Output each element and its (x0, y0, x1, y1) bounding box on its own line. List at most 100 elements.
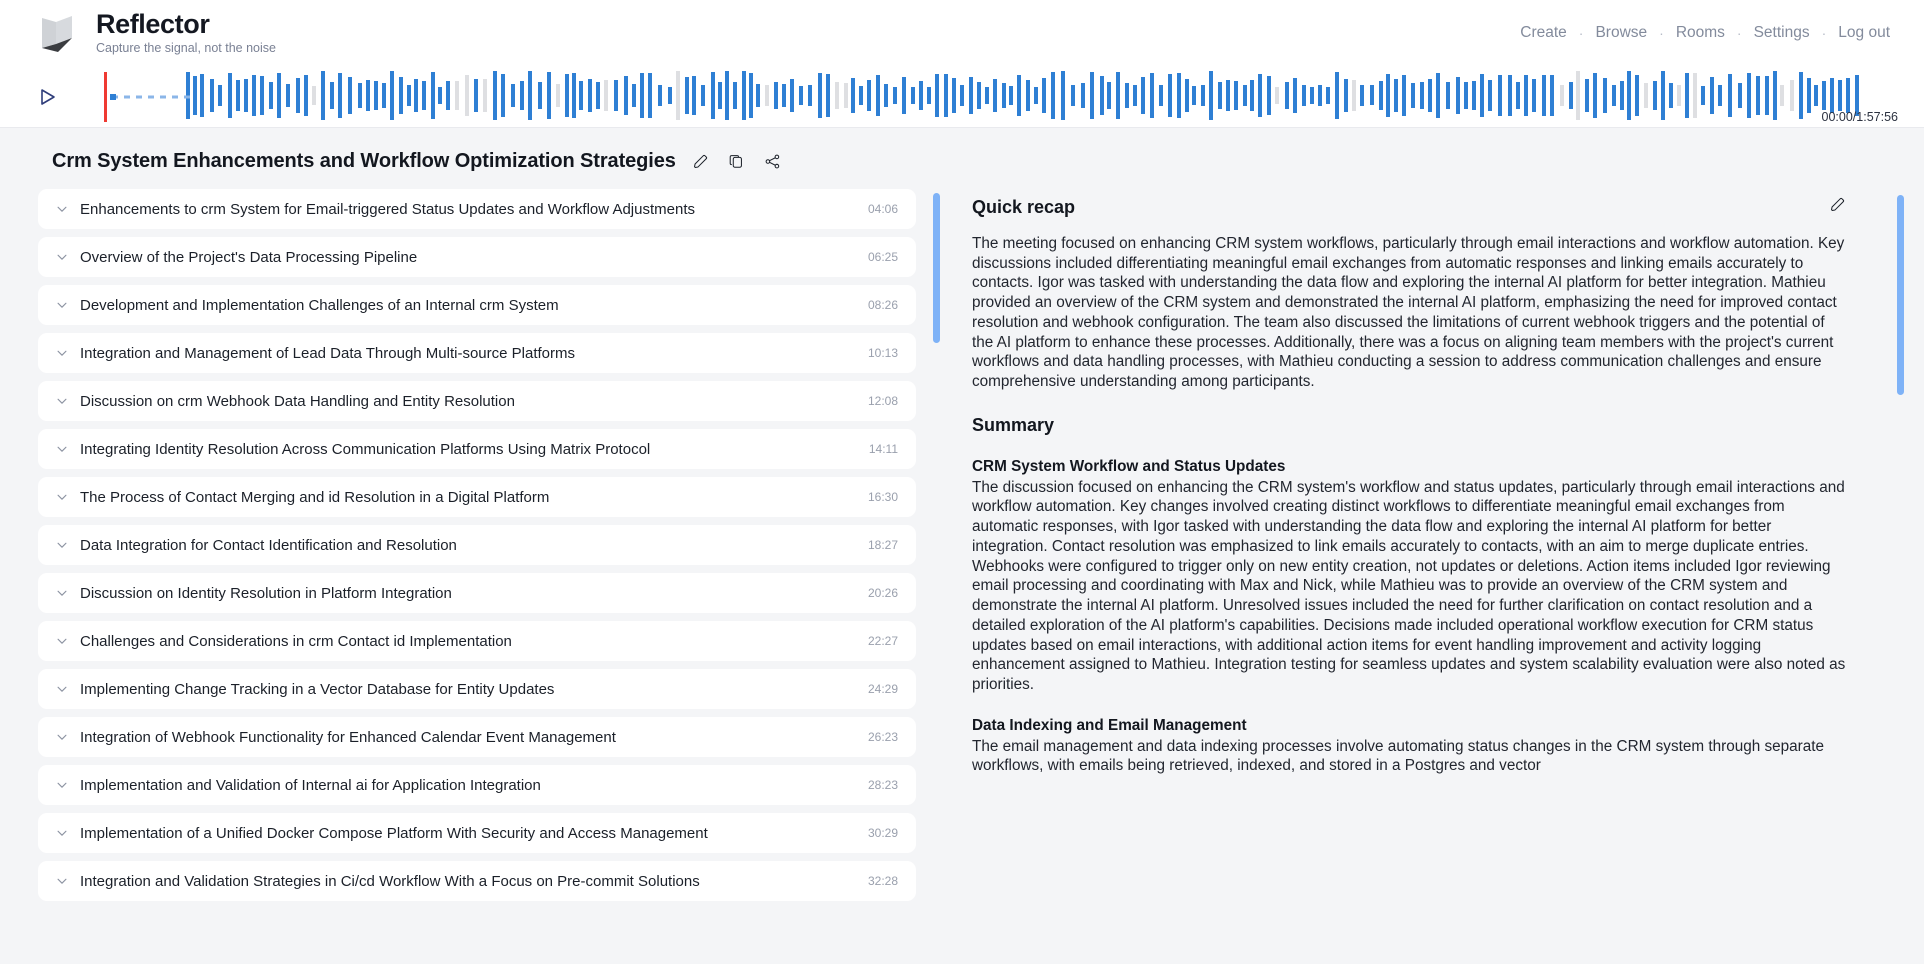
chevron-down-icon[interactable] (52, 295, 72, 315)
waveform-bar (960, 84, 964, 107)
chapter-list-scrollbar[interactable] (933, 193, 940, 955)
waveform-bar (1780, 84, 1784, 107)
chevron-down-icon[interactable] (52, 535, 72, 555)
waveform-bars[interactable] (74, 68, 1912, 126)
chapter-row[interactable]: Integration and Management of Lead Data … (38, 333, 916, 373)
chapter-row[interactable]: Enhancements to crm System for Email-tri… (38, 189, 916, 229)
chapter-timestamp: 16:30 (867, 490, 898, 504)
waveform-bar (1838, 80, 1842, 111)
chapter-list[interactable]: Enhancements to crm System for Email-tri… (38, 189, 924, 959)
waveform-bar (1855, 74, 1859, 117)
chapter-title: Implementation of a Unified Docker Compo… (80, 824, 708, 842)
chapter-row[interactable]: Integration of Webhook Functionality for… (38, 717, 916, 757)
waveform-bar (1569, 82, 1573, 109)
chapter-timestamp: 24:29 (867, 682, 898, 696)
chevron-down-icon[interactable] (52, 391, 72, 411)
summary-section-body: The discussion focused on enhancing the … (972, 478, 1846, 693)
waveform-bar (614, 79, 618, 112)
waveform-bar (528, 70, 532, 121)
waveform-bar (312, 85, 316, 106)
waveform-bar (252, 74, 256, 116)
summary-section-body: The email management and data indexing p… (972, 737, 1825, 775)
nav-rooms[interactable]: Rooms (1675, 24, 1725, 41)
chapter-row[interactable]: Implementation and Validation of Interna… (38, 765, 916, 805)
waveform-bar (1807, 77, 1811, 114)
chapter-title: Enhancements to crm System for Email-tri… (80, 200, 695, 218)
main-nav: Create · Browse · Rooms · Settings · Log… (1510, 24, 1900, 42)
chevron-down-icon[interactable] (52, 631, 72, 651)
chapter-timestamp: 12:08 (867, 394, 898, 408)
waveform-bar (1125, 82, 1129, 109)
chevron-down-icon[interactable] (52, 679, 72, 699)
quick-recap-body: The meeting focused on enhancing CRM sys… (972, 235, 1845, 391)
play-triangle-icon[interactable] (34, 84, 60, 110)
chapter-row[interactable]: The Process of Contact Merging and id Re… (38, 477, 916, 517)
summary-section-heading: CRM System Workflow and Status Updates (972, 457, 1286, 475)
waveform-bar (1335, 72, 1339, 119)
chevron-down-icon[interactable] (52, 727, 72, 747)
waveform-bar (1017, 74, 1021, 117)
chevron-down-icon[interactable] (52, 343, 72, 363)
chapter-row[interactable]: Discussion on crm Webhook Data Handling … (38, 381, 916, 421)
waveform-bar (774, 82, 778, 109)
nav-create[interactable]: Create (1520, 24, 1567, 41)
copy-button[interactable] (726, 151, 748, 173)
waveform-bar (422, 80, 426, 111)
waveform-bar (935, 74, 939, 117)
chapter-title: The Process of Contact Merging and id Re… (80, 488, 550, 506)
chevron-down-icon[interactable] (52, 583, 72, 603)
waveform-bar (556, 83, 560, 108)
nav-settings[interactable]: Settings (1753, 24, 1810, 41)
chevron-down-icon[interactable] (52, 823, 72, 843)
quick-recap-heading: Quick recap (972, 197, 1076, 217)
chevron-down-icon[interactable] (52, 439, 72, 459)
waveform-bar (330, 81, 334, 110)
share-button[interactable] (762, 151, 784, 173)
chapter-timestamp: 14:11 (868, 442, 898, 456)
chapter-row[interactable]: Data Integration for Contact Identificat… (38, 525, 916, 565)
waveform-bar (1799, 72, 1803, 119)
playhead[interactable] (104, 71, 107, 122)
chapter-row[interactable]: Integrating Identity Resolution Across C… (38, 429, 916, 469)
waveform-bar (200, 73, 204, 118)
waveform-bar (944, 73, 948, 118)
waveform-bar (1585, 79, 1589, 112)
summary-scroll-thumb[interactable] (1897, 195, 1904, 395)
waveform-bar (911, 86, 915, 105)
chevron-down-icon[interactable] (52, 199, 72, 219)
waveform[interactable]: 00:00/1:57:56 (74, 68, 1912, 126)
chapter-row[interactable]: Implementation of a Unified Docker Compo… (38, 813, 916, 853)
waveform-bar (1051, 72, 1055, 119)
waveform-bar (547, 72, 551, 119)
waveform-bar (1560, 85, 1564, 106)
waveform-bar (733, 81, 737, 110)
waveform-bar (844, 83, 848, 108)
waveform-bar (1516, 81, 1520, 110)
chapter-row[interactable]: Overview of the Project's Data Processin… (38, 237, 916, 277)
waveform-bar (588, 79, 592, 112)
nav-logout[interactable]: Log out (1838, 24, 1890, 41)
brand-title: Reflector (96, 8, 210, 39)
chapter-title: Discussion on Identity Resolution in Pla… (80, 584, 452, 602)
chapter-row[interactable]: Challenges and Considerations in crm Con… (38, 621, 916, 661)
chevron-down-icon[interactable] (52, 487, 72, 507)
edit-summary-button[interactable] (1826, 193, 1848, 215)
chapter-list-scroll-thumb[interactable] (933, 193, 940, 343)
chapter-row[interactable]: Discussion on Identity Resolution in Pla… (38, 573, 916, 613)
waveform-bar (296, 77, 300, 114)
edit-title-button[interactable] (690, 151, 712, 173)
waveform-bar (640, 73, 644, 118)
chapter-row[interactable]: Implementing Change Tracking in a Vector… (38, 669, 916, 709)
chapter-row[interactable]: Development and Implementation Challenge… (38, 285, 916, 325)
waveform-bar (1701, 86, 1705, 105)
waveform-bar (1061, 71, 1065, 120)
waveform-bar (1285, 82, 1289, 109)
chapter-row[interactable]: Integration and Validation Strategies in… (38, 861, 916, 901)
audio-player[interactable]: 00:00/1:57:56 (0, 66, 1924, 128)
waveform-bar (927, 87, 931, 104)
waveform-bar (1009, 86, 1013, 105)
chevron-down-icon[interactable] (52, 775, 72, 795)
nav-browse[interactable]: Browse (1595, 24, 1648, 41)
chevron-down-icon[interactable] (52, 871, 72, 891)
chevron-down-icon[interactable] (52, 247, 72, 267)
